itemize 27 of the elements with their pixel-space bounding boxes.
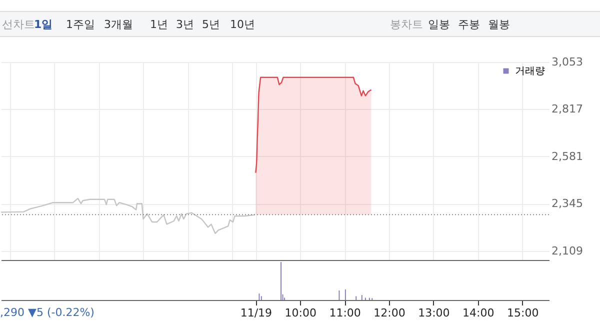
text: 1년	[150, 17, 168, 32]
x-tick-label: 11/19	[240, 306, 272, 320]
text: 1일	[34, 17, 53, 32]
x-tick-label: 12:00	[374, 306, 406, 320]
text: 3개월	[104, 17, 133, 32]
y-tick-label: 3,053	[552, 56, 583, 68]
y-tick-label: 2,109	[552, 244, 583, 258]
text: 봉차트	[390, 17, 423, 32]
y-tick-label: 2,345	[552, 197, 583, 210]
x-tick-label: 14:00	[462, 306, 494, 320]
text: 주봉	[458, 17, 480, 32]
y-tick-label: 2,581	[552, 150, 583, 163]
text: 월봉	[488, 17, 510, 32]
text: 5년	[202, 17, 220, 32]
x-tick-label: 11:00	[329, 306, 361, 320]
line-series	[0, 198, 256, 234]
text: 10년	[230, 17, 255, 32]
text: ,290 ▼5 (-0.22%)	[0, 306, 94, 319]
x-tick-label: 15:00	[506, 306, 539, 320]
text: 선차트	[2, 17, 35, 32]
legend-label: 거래량	[515, 66, 545, 77]
text: 3년	[176, 17, 194, 32]
x-tick-label: 10:00	[284, 306, 316, 320]
text: 일봉	[428, 17, 450, 32]
x-tick-label: 13:00	[418, 306, 450, 320]
text: 1주일	[66, 17, 95, 32]
y-tick-label: 2,817	[552, 102, 583, 116]
